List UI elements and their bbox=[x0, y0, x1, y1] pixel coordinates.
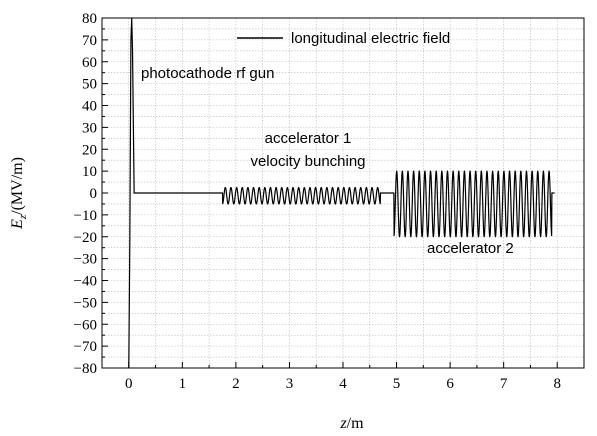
y-tick-label: −10 bbox=[74, 208, 97, 224]
series-line-longitudinal-field bbox=[128, 17, 555, 369]
y-tick-label: −30 bbox=[74, 252, 97, 268]
x-tick-label: 0 bbox=[125, 376, 133, 392]
y-tick-label: 80 bbox=[82, 11, 97, 27]
x-tick-label: 1 bbox=[179, 376, 187, 392]
y-tick-label: −40 bbox=[74, 274, 97, 290]
x-tick-label: 6 bbox=[446, 376, 454, 392]
y-tick-label: 70 bbox=[82, 33, 97, 49]
y-axis-variable: E bbox=[9, 219, 26, 230]
y-axis-label: Ez/(MV/m) bbox=[9, 157, 29, 230]
y-axis-subscript: z bbox=[17, 214, 29, 220]
y-tick-label: −20 bbox=[74, 230, 97, 246]
x-tick-label: 4 bbox=[339, 376, 347, 392]
annotation-gun: photocathode rf gun bbox=[141, 65, 274, 82]
y-tick-label: 30 bbox=[82, 120, 97, 136]
y-tick-label: 40 bbox=[82, 99, 97, 115]
y-tick-label: 20 bbox=[82, 142, 97, 158]
ticks: 0 1 2 3 4 5 6 7 8 −80 −70 −60 −50 −40 −30 −20 −10 0 10 20 30… bbox=[74, 11, 585, 392]
y-tick-label: 50 bbox=[82, 77, 97, 93]
x-axis-variable: z bbox=[339, 415, 347, 432]
series bbox=[128, 17, 555, 369]
legend: longitudinal electric field bbox=[237, 30, 450, 47]
x-tick-label: 7 bbox=[500, 376, 508, 392]
annotation-velocity-bunching: velocity bunching bbox=[250, 153, 365, 170]
y-tick-label: 60 bbox=[82, 55, 97, 71]
annotation-accelerator-2: accelerator 2 bbox=[427, 240, 514, 257]
x-axis-label: z/m bbox=[339, 415, 364, 432]
y-tick-label: −60 bbox=[74, 317, 97, 333]
x-tick-label: 8 bbox=[553, 376, 561, 392]
y-tick-label: 0 bbox=[90, 186, 98, 202]
x-tick-label: 5 bbox=[393, 376, 401, 392]
x-tick-label: 2 bbox=[232, 376, 240, 392]
x-axis-unit: /m bbox=[347, 415, 364, 432]
y-axis-unit: /(MV/m) bbox=[9, 157, 26, 215]
x-tick-label: 3 bbox=[286, 376, 294, 392]
annotation-accelerator-1: accelerator 1 bbox=[265, 130, 352, 147]
y-tick-label: −80 bbox=[74, 361, 97, 377]
y-tick-label: −50 bbox=[74, 295, 97, 311]
legend-label: longitudinal electric field bbox=[291, 30, 450, 47]
y-tick-label: 10 bbox=[82, 164, 97, 180]
y-tick-label: −70 bbox=[74, 339, 97, 355]
